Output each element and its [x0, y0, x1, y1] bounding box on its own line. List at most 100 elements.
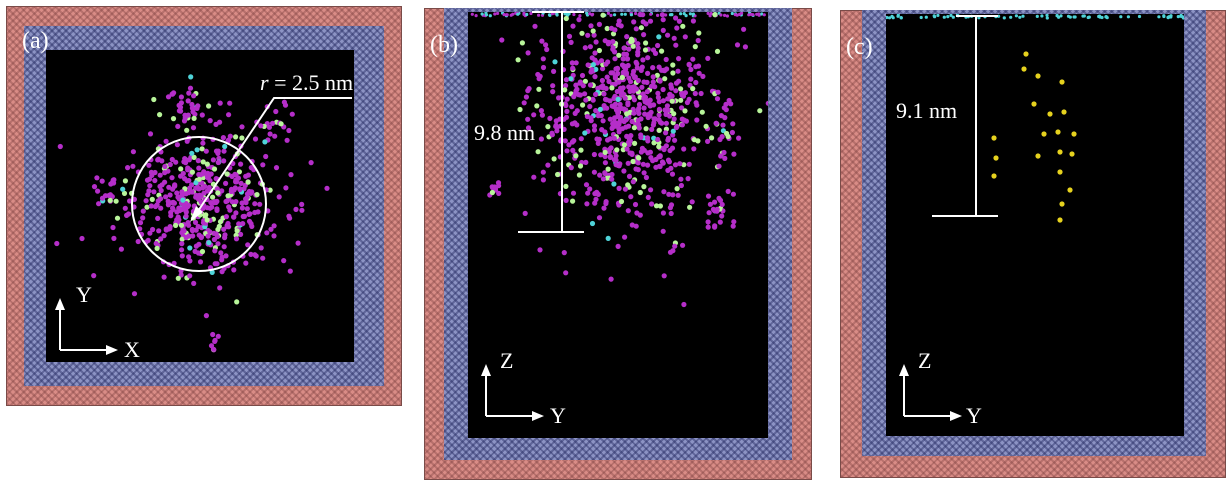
atom: [130, 163, 136, 169]
atom: [576, 92, 582, 98]
surface-atom: [480, 12, 484, 16]
atom: [660, 27, 666, 33]
atom: [590, 28, 596, 34]
atom: [730, 121, 736, 127]
atom: [535, 149, 541, 155]
atom: [187, 273, 193, 279]
atom: [613, 157, 619, 163]
atom: [214, 206, 220, 212]
atom: [187, 85, 194, 91]
atom: [608, 145, 614, 151]
atom: [679, 122, 685, 128]
surface-atom: [755, 12, 759, 16]
panel-label-a: (a): [22, 28, 49, 54]
atom: [192, 248, 198, 254]
atom: [710, 206, 716, 212]
atom: [215, 176, 221, 182]
atom: [615, 243, 621, 249]
atom: [600, 66, 606, 72]
atom: [225, 193, 231, 199]
atom: [227, 133, 233, 139]
surface-atom: [555, 12, 559, 16]
atom: [230, 259, 236, 265]
atom: [179, 247, 185, 253]
atom: [656, 34, 662, 40]
atom: [243, 173, 249, 179]
atom: [210, 157, 216, 163]
atom: [120, 186, 126, 192]
atom: [576, 172, 582, 178]
atom: [593, 66, 599, 72]
atom: [191, 280, 197, 286]
atom: [1061, 109, 1067, 115]
atom: [215, 190, 221, 196]
atom: [591, 32, 597, 38]
atom: [560, 67, 567, 73]
atom: [656, 144, 662, 150]
atom: [714, 206, 720, 212]
atom: [605, 235, 611, 241]
surface-atom: [1179, 14, 1183, 18]
atom: [207, 229, 213, 235]
atom: [673, 15, 679, 21]
atom: [268, 226, 274, 232]
atom: [596, 47, 602, 54]
atom: [57, 143, 63, 150]
atom: [592, 50, 598, 56]
atom: [648, 109, 654, 115]
atom: [181, 204, 187, 210]
atom: [655, 42, 661, 49]
atom: [678, 182, 684, 189]
atom: [670, 62, 676, 68]
atom: [610, 121, 616, 127]
atom: [582, 130, 588, 136]
atom: [188, 74, 194, 80]
simulation-region: [468, 12, 768, 438]
atom: [657, 78, 663, 84]
atom: [602, 170, 608, 177]
atom: [551, 68, 557, 74]
surface-atom: [706, 12, 710, 15]
atom: [591, 169, 597, 175]
atom: [579, 30, 585, 36]
atom: [606, 78, 612, 85]
atom: [94, 175, 100, 181]
atom: [162, 170, 168, 176]
atom: [221, 244, 227, 250]
atom: [619, 88, 625, 94]
atom: [220, 135, 226, 141]
atom: [574, 86, 580, 92]
atom: [607, 154, 613, 160]
atom: [183, 234, 189, 241]
atom: [721, 149, 727, 156]
atom: [600, 12, 606, 18]
atom: [264, 230, 270, 236]
atom: [628, 133, 634, 139]
panel-b: (b) 9.8 nm Z Y: [424, 8, 812, 480]
atom: [590, 62, 596, 68]
atom: [263, 153, 269, 160]
atom: [602, 149, 608, 155]
surface-atom: [924, 15, 928, 19]
atom: [593, 108, 599, 114]
atom: [299, 201, 305, 207]
atom: [563, 83, 569, 89]
atom: [579, 72, 586, 79]
atom: [648, 155, 654, 161]
atom: [559, 94, 565, 100]
atom: [219, 257, 225, 263]
atom: [273, 165, 280, 171]
atom: [583, 97, 589, 103]
atom: [178, 268, 184, 274]
atom: [169, 175, 175, 181]
atom: [539, 112, 545, 118]
surface-atom: [1072, 15, 1076, 19]
atom: [111, 235, 117, 241]
atom: [623, 117, 629, 123]
surface-atom: [735, 13, 739, 17]
surface-atom: [730, 12, 734, 16]
atom: [676, 78, 682, 84]
atom: [656, 127, 662, 133]
atom: [233, 199, 239, 205]
atom: [640, 57, 646, 63]
